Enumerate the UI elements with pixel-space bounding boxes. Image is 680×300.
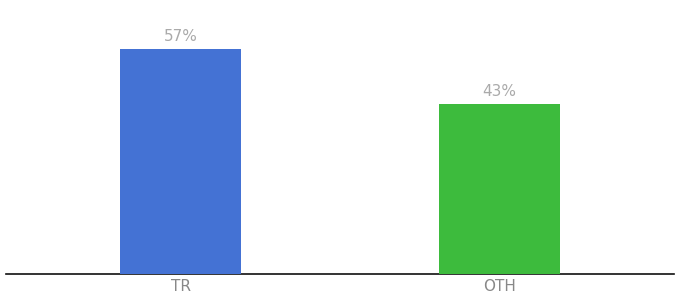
Text: 43%: 43% — [482, 85, 516, 100]
Bar — [439, 104, 560, 274]
Bar — [120, 49, 241, 274]
Text: 57%: 57% — [164, 29, 198, 44]
